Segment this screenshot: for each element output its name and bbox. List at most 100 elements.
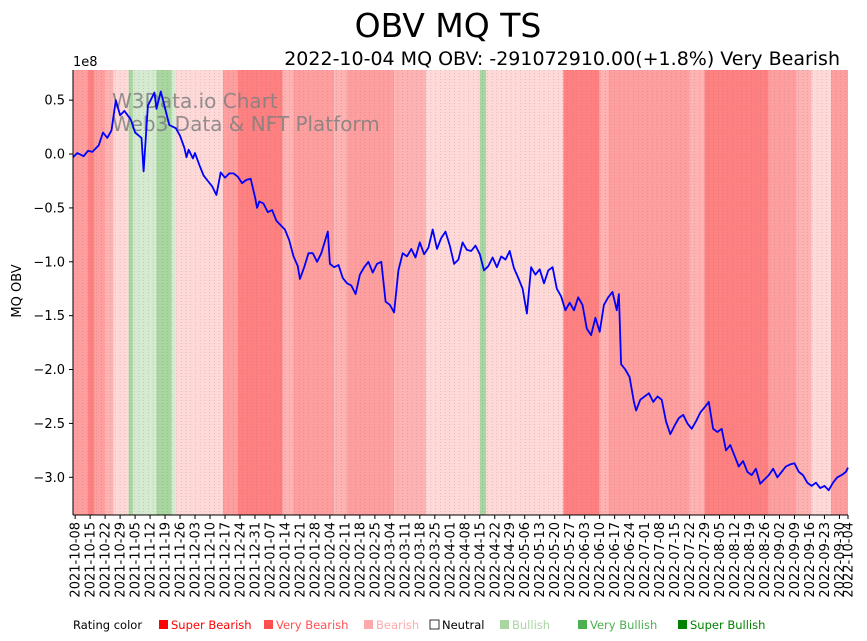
rating-band bbox=[73, 70, 88, 515]
x-tick-label: 2022-06-10 bbox=[593, 522, 608, 598]
legend-swatch bbox=[264, 620, 273, 629]
legend-swatch bbox=[159, 620, 168, 629]
legend-swatch bbox=[578, 620, 587, 629]
rating-band bbox=[563, 70, 600, 515]
rating-band bbox=[237, 70, 283, 515]
x-tick-label: 2022-02-25 bbox=[368, 522, 383, 598]
x-tick-label: 2022-07-08 bbox=[653, 522, 668, 598]
legend-label: Bearish bbox=[376, 618, 419, 632]
x-tick-label: 2022-09-16 bbox=[803, 522, 818, 598]
watermark-line-2: Web3 Data & NFT Platform bbox=[112, 112, 380, 136]
x-tick-label: 2022-01-28 bbox=[308, 522, 323, 598]
rating-band bbox=[796, 70, 812, 515]
rating-band bbox=[156, 70, 172, 515]
x-tick-label: 2022-03-11 bbox=[398, 522, 413, 598]
legend-label: Neutral bbox=[442, 618, 484, 632]
x-tick-label: 2022-07-01 bbox=[638, 522, 653, 598]
y-tick-label: −0.5 bbox=[33, 201, 65, 216]
x-tick-label: 2022-02-18 bbox=[353, 522, 368, 598]
rating-band bbox=[599, 70, 609, 515]
rating-band bbox=[171, 70, 176, 515]
y-tick-label: −2.0 bbox=[33, 363, 65, 378]
x-tick-label: 2022-07-15 bbox=[668, 522, 683, 598]
obv-series-line bbox=[72, 90, 849, 492]
legend-swatch bbox=[500, 620, 509, 629]
x-tick-label: 2022-08-26 bbox=[758, 522, 773, 598]
x-tick-label: 2022-02-04 bbox=[323, 522, 338, 598]
x-tick-label: 2022-05-13 bbox=[533, 522, 548, 598]
x-tick-label: 2021-12-03 bbox=[189, 522, 204, 598]
x-tick-label: 2022-07-29 bbox=[698, 522, 713, 598]
y-tick-label: −2.5 bbox=[33, 417, 65, 432]
rating-band bbox=[479, 70, 487, 515]
rating-band bbox=[175, 70, 223, 515]
rating-band bbox=[394, 70, 427, 515]
y-axis-label: MQ OBV bbox=[10, 264, 25, 317]
legend-swatch bbox=[429, 619, 440, 630]
x-tick-label: 2022-04-22 bbox=[488, 522, 503, 598]
x-tick-label: 2022-05-20 bbox=[548, 522, 563, 598]
rating-band bbox=[282, 70, 294, 515]
legend-label: Very Bearish bbox=[276, 618, 348, 632]
x-tick-label: 2022-08-19 bbox=[743, 522, 758, 598]
rating-band bbox=[486, 70, 564, 515]
watermark: W3Data.io Chart Web3 Data & NFT Platform bbox=[112, 89, 380, 136]
legend-label: Bullish bbox=[512, 618, 550, 632]
x-tick-label: 2022-10-04 bbox=[842, 522, 857, 598]
legend-label: Super Bullish bbox=[690, 618, 765, 632]
axes bbox=[72, 70, 848, 516]
rating-band bbox=[87, 70, 95, 515]
x-tick-label: 2022-07-22 bbox=[683, 522, 698, 598]
rating-band bbox=[768, 70, 797, 515]
rating-band bbox=[222, 70, 238, 515]
legend-label: Super Bearish bbox=[171, 618, 252, 632]
x-tick-label: 2021-10-15 bbox=[84, 522, 99, 598]
legend-swatch bbox=[364, 620, 373, 629]
x-tick-label: 2022-09-23 bbox=[818, 522, 833, 598]
x-tick-label: 2021-12-31 bbox=[249, 522, 264, 598]
x-tick-label: 2022-03-04 bbox=[383, 522, 398, 598]
x-tick-label: 2021-12-24 bbox=[234, 522, 249, 598]
series-layer bbox=[72, 90, 849, 492]
rating-band bbox=[113, 70, 129, 515]
y-tick-label: −1.5 bbox=[33, 309, 65, 324]
rating-band bbox=[334, 70, 348, 515]
x-tick-label: 2022-01-07 bbox=[264, 522, 279, 598]
x-tick-label: 2022-01-21 bbox=[293, 522, 308, 598]
legend-swatch bbox=[678, 620, 687, 629]
legend-title: Rating color bbox=[73, 618, 142, 632]
rating-band bbox=[105, 70, 114, 515]
x-tick-label: 2021-12-10 bbox=[204, 522, 219, 598]
legend: Rating color Super Bearish Very Bearish Bea… bbox=[73, 618, 765, 632]
x-tick-label: 2022-02-11 bbox=[338, 522, 353, 598]
rating-band bbox=[811, 70, 831, 515]
x-tick-label: 2022-04-15 bbox=[473, 522, 488, 598]
rating-band bbox=[830, 70, 848, 515]
x-tick-label: 2022-03-25 bbox=[428, 522, 443, 598]
rating-band bbox=[94, 70, 106, 515]
x-tick-label: 2021-10-08 bbox=[69, 522, 84, 598]
x-tick-label: 2022-01-14 bbox=[278, 522, 293, 598]
rating-band bbox=[426, 70, 480, 515]
chart-title: OBV MQ TS bbox=[355, 6, 542, 45]
x-tick-label: 2022-05-06 bbox=[518, 522, 533, 598]
x-tick-label: 2021-11-26 bbox=[174, 522, 189, 598]
rating-band bbox=[128, 70, 133, 515]
x-tick-label: 2022-03-18 bbox=[413, 522, 428, 598]
y-tick-label: −1.0 bbox=[33, 255, 65, 270]
x-tick-label: 2022-08-12 bbox=[728, 522, 743, 598]
x-tick-label: 2022-08-05 bbox=[713, 522, 728, 598]
x-tick-label: 2021-10-22 bbox=[99, 522, 114, 598]
chart-subtitle: 2022-10-04 MQ OBV: -291072910.00(+1.8%) … bbox=[284, 48, 840, 70]
rating-band bbox=[689, 70, 705, 515]
rating-band bbox=[608, 70, 690, 515]
x-tick-label: 2022-06-24 bbox=[623, 522, 638, 598]
y-tick-label: 0.0 bbox=[44, 148, 65, 163]
rating-band bbox=[704, 70, 769, 515]
x-tick-label: 2022-04-29 bbox=[503, 522, 518, 598]
y-tick-label: −3.0 bbox=[33, 471, 65, 486]
legend-label: Very Bullish bbox=[590, 618, 657, 632]
x-tick-label: 2022-06-17 bbox=[608, 522, 623, 598]
y-scale-label: 1e8 bbox=[73, 55, 98, 70]
